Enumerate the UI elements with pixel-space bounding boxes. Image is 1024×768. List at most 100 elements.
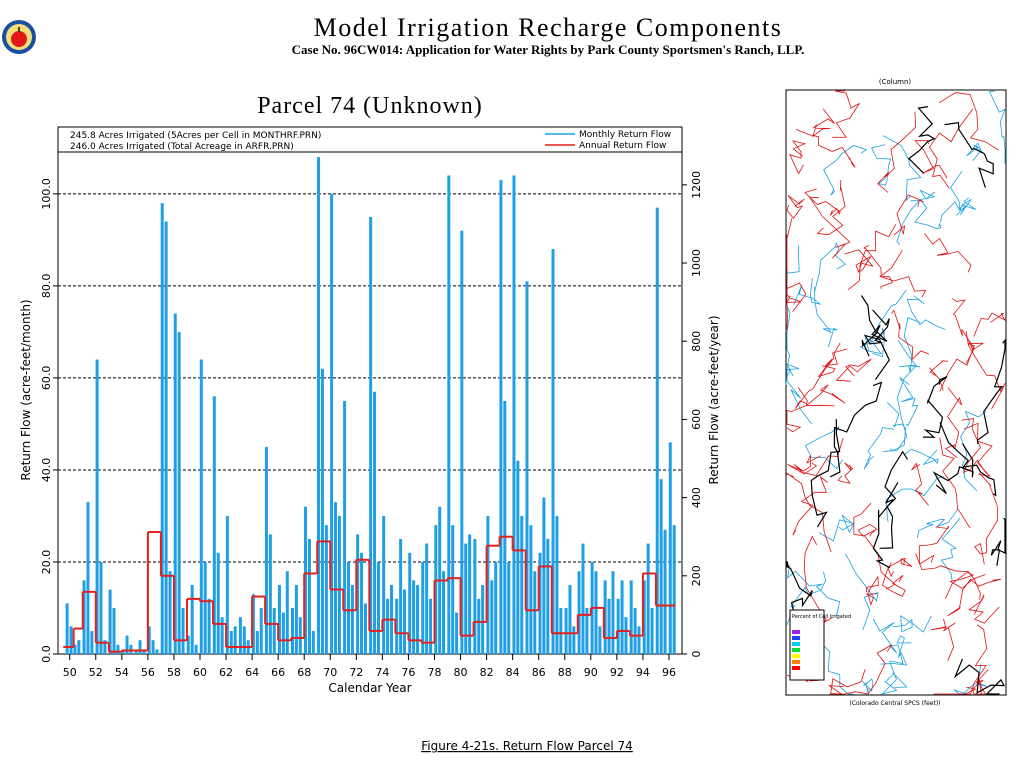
map-line bbox=[939, 422, 997, 497]
bar bbox=[633, 607, 637, 654]
legend-swatch bbox=[792, 648, 800, 652]
bar bbox=[73, 644, 77, 654]
bar bbox=[559, 607, 563, 654]
x-tick-label: 88 bbox=[558, 666, 572, 679]
bar bbox=[546, 538, 550, 654]
bar bbox=[220, 617, 224, 654]
x-tick-label: 84 bbox=[506, 666, 520, 679]
bar bbox=[238, 617, 242, 654]
bar bbox=[594, 571, 598, 654]
bar bbox=[477, 598, 481, 654]
map-line bbox=[823, 145, 868, 196]
map-line bbox=[947, 578, 1001, 617]
bar bbox=[655, 207, 659, 654]
map-line bbox=[786, 472, 832, 553]
x-axis-label: Calendar Year bbox=[328, 681, 411, 695]
map-line bbox=[924, 233, 972, 273]
y2-tick-label: 400 bbox=[690, 487, 703, 508]
bar bbox=[637, 626, 641, 654]
bar bbox=[203, 561, 207, 654]
y2-tick-label: 1200 bbox=[690, 171, 703, 199]
bar bbox=[533, 571, 537, 654]
bar bbox=[551, 249, 555, 654]
bar bbox=[577, 571, 581, 654]
map-line bbox=[939, 437, 971, 529]
bar bbox=[173, 313, 177, 654]
map-line bbox=[793, 277, 822, 305]
legend-swatch bbox=[792, 660, 800, 664]
bar bbox=[585, 607, 589, 654]
bar bbox=[434, 525, 438, 654]
bar bbox=[307, 538, 311, 654]
bar bbox=[650, 607, 654, 654]
bar bbox=[181, 607, 185, 654]
x-tick-label: 94 bbox=[636, 666, 650, 679]
x-tick-label: 64 bbox=[245, 666, 259, 679]
bar bbox=[507, 561, 511, 654]
x-tick-label: 96 bbox=[662, 666, 676, 679]
map-line bbox=[904, 448, 939, 465]
bar bbox=[624, 617, 628, 654]
bar bbox=[464, 543, 468, 654]
map-line bbox=[814, 286, 838, 348]
bar bbox=[399, 538, 403, 654]
bar bbox=[177, 331, 181, 654]
y2-tick-label: 800 bbox=[690, 331, 703, 352]
bar bbox=[268, 534, 272, 654]
bar bbox=[199, 359, 203, 654]
map-line bbox=[910, 200, 942, 230]
x-tick-label: 78 bbox=[427, 666, 441, 679]
map-line bbox=[864, 309, 890, 381]
bar bbox=[473, 538, 477, 654]
y-tick-label: 0.0 bbox=[40, 645, 53, 663]
map-line bbox=[879, 450, 909, 549]
bar bbox=[311, 630, 315, 654]
bar bbox=[264, 446, 268, 654]
map-line bbox=[793, 455, 822, 475]
map-line bbox=[792, 475, 828, 536]
map-line bbox=[929, 108, 974, 189]
bar bbox=[481, 584, 485, 654]
bar bbox=[142, 649, 146, 654]
bar bbox=[151, 640, 155, 654]
map-line bbox=[899, 376, 919, 427]
x-tick-label: 66 bbox=[271, 666, 285, 679]
bar bbox=[395, 598, 399, 654]
map-line bbox=[892, 615, 932, 633]
map-line bbox=[939, 339, 985, 392]
legend-swatch bbox=[792, 630, 800, 634]
map-features bbox=[785, 90, 1006, 695]
legend-swatch bbox=[792, 654, 800, 658]
map-line bbox=[974, 485, 998, 565]
bar bbox=[620, 580, 624, 654]
x-tick-label: 62 bbox=[219, 666, 233, 679]
bar bbox=[168, 571, 172, 654]
x-tick-label: 60 bbox=[193, 666, 207, 679]
bar bbox=[646, 543, 650, 654]
map-line bbox=[805, 384, 846, 407]
y2-tick-label: 600 bbox=[690, 409, 703, 430]
page-subtitle: Case No. 96CW014: Application for Water … bbox=[292, 42, 805, 57]
bar bbox=[672, 525, 676, 654]
figure-caption: Figure 4-21s. Return Flow Parcel 74 bbox=[421, 739, 633, 753]
x-tick-label: 50 bbox=[63, 666, 77, 679]
map-line bbox=[932, 443, 974, 494]
bar bbox=[520, 515, 524, 654]
bar bbox=[317, 157, 321, 655]
bar bbox=[347, 561, 351, 654]
bar bbox=[320, 368, 324, 654]
bar bbox=[90, 630, 94, 654]
x-tick-label: 68 bbox=[297, 666, 311, 679]
bar bbox=[65, 603, 69, 654]
map-line bbox=[940, 517, 961, 581]
map-column-label: (Column) bbox=[879, 78, 912, 86]
map-line bbox=[990, 517, 1006, 566]
bar bbox=[503, 400, 507, 654]
bar bbox=[324, 525, 328, 654]
map-line bbox=[860, 295, 888, 357]
map-line bbox=[887, 557, 913, 577]
map-line bbox=[950, 170, 972, 216]
bar bbox=[581, 543, 585, 654]
map-line bbox=[816, 179, 846, 236]
map-line bbox=[786, 571, 827, 625]
